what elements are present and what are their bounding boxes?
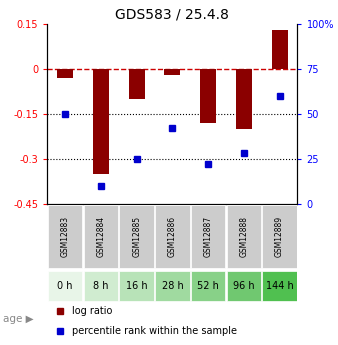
Text: 8 h: 8 h [93,281,109,291]
Text: log ratio: log ratio [72,306,113,316]
Text: GSM12885: GSM12885 [132,216,141,257]
Bar [262,271,297,300]
Bar [84,271,118,300]
Bar [84,205,118,268]
Text: GSM12884: GSM12884 [96,216,105,257]
Bar [262,205,297,268]
Title: GDS583 / 25.4.8: GDS583 / 25.4.8 [116,8,229,22]
Text: GSM12883: GSM12883 [61,216,70,257]
Bar [227,271,261,300]
Text: age ▶: age ▶ [3,314,34,324]
Text: 52 h: 52 h [197,281,219,291]
Bar [57,69,73,78]
Bar [155,271,190,300]
Text: 96 h: 96 h [233,281,255,291]
Bar [120,271,154,300]
Text: 28 h: 28 h [162,281,183,291]
Bar [155,205,190,268]
Text: GSM12886: GSM12886 [168,216,177,257]
Bar [191,205,225,268]
Text: GSM12887: GSM12887 [203,216,213,257]
Text: GSM12888: GSM12888 [239,216,248,257]
Bar [191,271,225,300]
Bar [128,69,145,99]
Bar [271,30,288,69]
Text: 0 h: 0 h [57,281,73,291]
Bar [120,205,154,268]
Bar [48,271,82,300]
Bar [200,69,216,123]
Text: GSM12889: GSM12889 [275,216,284,257]
Bar [227,205,261,268]
Text: 16 h: 16 h [126,281,147,291]
Bar [48,205,82,268]
Bar [93,69,109,174]
Bar [164,69,180,75]
Text: 144 h: 144 h [266,281,293,291]
Text: percentile rank within the sample: percentile rank within the sample [72,326,237,336]
Bar [236,69,252,129]
